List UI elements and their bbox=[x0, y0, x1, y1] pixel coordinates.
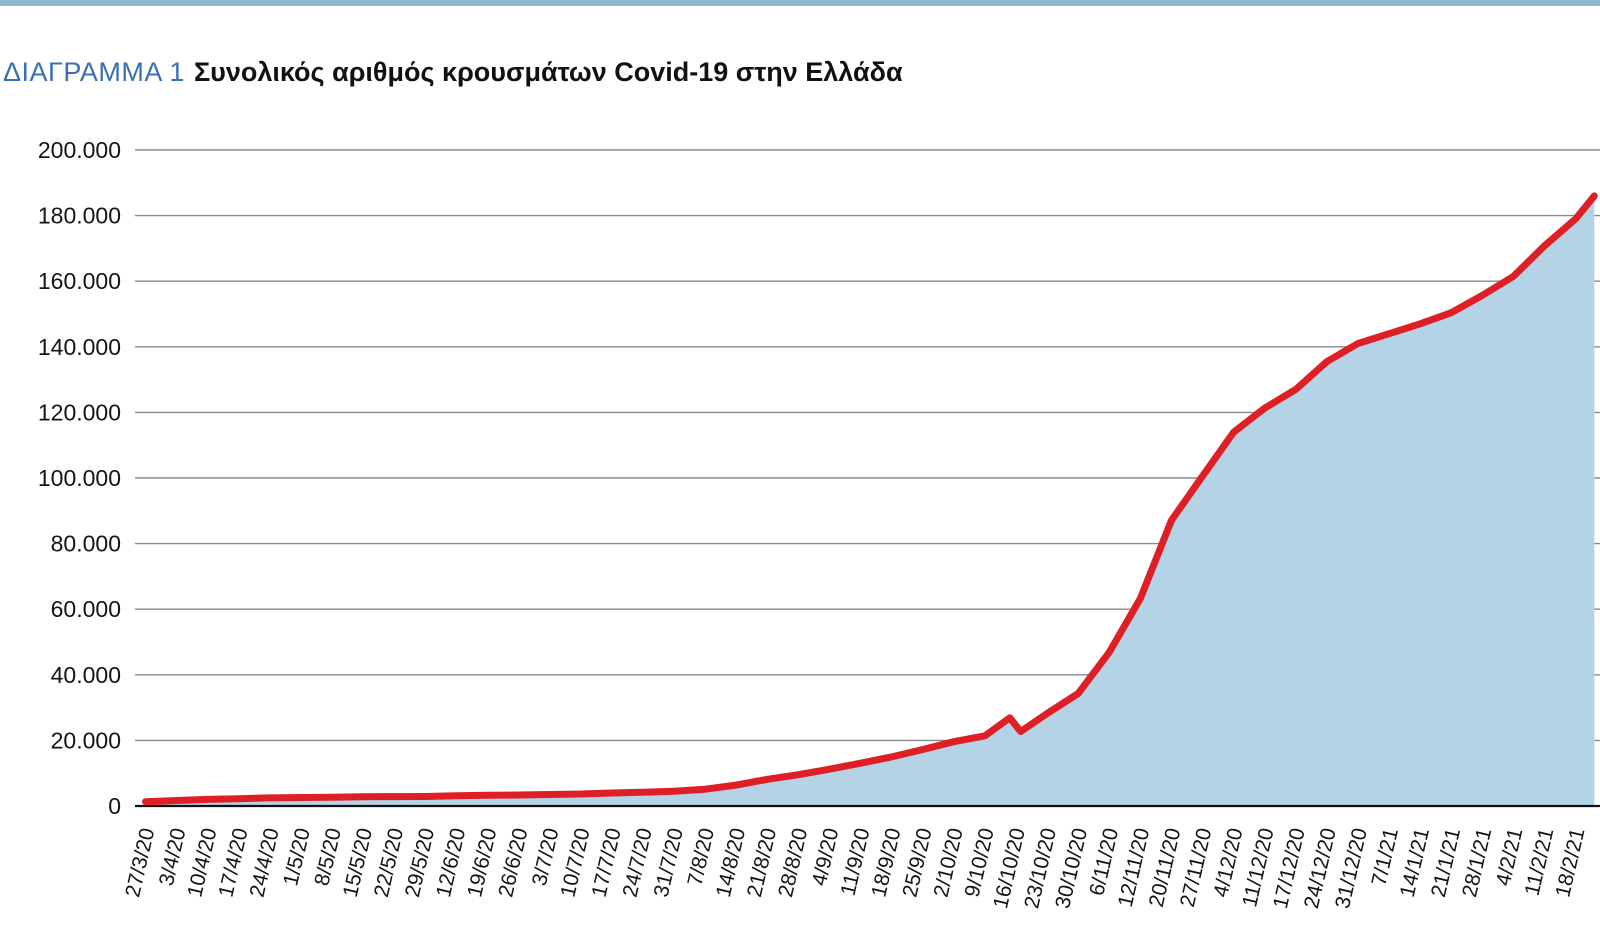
y-tick-label: 100.000 bbox=[38, 465, 121, 491]
chart-title: Συνολικός αριθμός κρουσμάτων Covid-19 στ… bbox=[193, 57, 903, 87]
page-title: ΔΙΑΓΡΑΜΜΑ 1 Συνολικός αριθμός κρουσμάτων … bbox=[3, 56, 1593, 88]
x-tick-label: 4/9/20 bbox=[808, 826, 844, 888]
x-tick-label: 1/5/20 bbox=[279, 826, 315, 888]
y-tick-label: 20.000 bbox=[51, 727, 121, 753]
cases-trend-line bbox=[142, 192, 1598, 806]
y-tick-label: 180.000 bbox=[38, 203, 121, 229]
x-tick-label: 7/1/21 bbox=[1367, 826, 1403, 888]
y-tick-label: 140.000 bbox=[38, 334, 121, 360]
chart-kicker: ΔΙΑΓΡΑΜΜΑ 1 bbox=[3, 57, 185, 87]
x-tick-label: 7/8/20 bbox=[683, 826, 719, 888]
top-accent-bar bbox=[0, 0, 1600, 6]
x-tick-label: 8/5/20 bbox=[310, 826, 346, 888]
x-tick-label: 3/7/20 bbox=[528, 826, 564, 888]
y-tick-label: 160.000 bbox=[38, 268, 121, 294]
y-tick-label: 40.000 bbox=[51, 662, 121, 688]
x-tick-label: 27/3/20 bbox=[121, 826, 159, 899]
y-tick-label: 120.000 bbox=[38, 399, 121, 425]
y-tick-label: 200.000 bbox=[38, 137, 121, 163]
x-tick-label: 4/2/21 bbox=[1492, 826, 1528, 888]
area-fill bbox=[145, 195, 1595, 806]
y-tick-label: 60.000 bbox=[51, 596, 121, 622]
x-tick-label: 3/4/20 bbox=[155, 826, 191, 888]
y-tick-label: 0 bbox=[108, 793, 121, 819]
y-tick-label: 80.000 bbox=[51, 531, 121, 557]
